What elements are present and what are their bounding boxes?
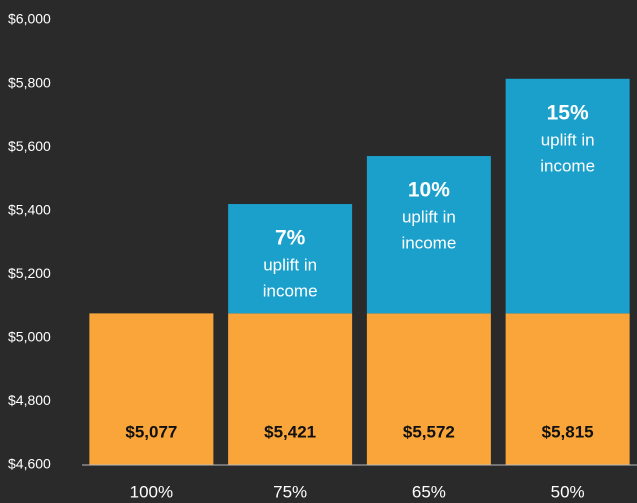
x-tick-label: 50%: [551, 482, 585, 501]
uplift-text: uplift in: [402, 208, 456, 227]
y-tick-label: $4,600: [8, 456, 51, 472]
value-label: $5,077: [125, 422, 177, 441]
value-label: $5,815: [542, 422, 594, 441]
bar-segment: [366, 313, 491, 465]
bar-segment: [228, 204, 353, 314]
bar-segment: [505, 78, 630, 314]
y-tick-label: $5,800: [8, 74, 51, 90]
y-tick-label: $4,800: [8, 392, 51, 408]
uplift-percent: 7%: [275, 227, 306, 250]
bar-segment: [89, 313, 214, 465]
uplift-text: income: [263, 282, 318, 301]
uplift-text: uplift in: [541, 130, 595, 149]
uplift-text: income: [540, 156, 595, 175]
y-tick-label: $5,400: [8, 201, 51, 217]
uplift-text: uplift in: [263, 256, 317, 275]
x-tick-label: 65%: [412, 482, 446, 501]
uplift-percent: 10%: [408, 179, 450, 202]
y-tick-label: $5,000: [8, 329, 51, 345]
x-tick-label: 100%: [130, 482, 173, 501]
y-tick-label: $5,200: [8, 265, 51, 281]
bar-segment: [505, 313, 630, 465]
x-tick-label: 75%: [273, 482, 307, 501]
value-label: $5,572: [403, 422, 455, 441]
uplift-percent: 15%: [547, 101, 589, 124]
y-tick-label: $6,000: [8, 11, 51, 27]
bar-segment: [366, 156, 491, 314]
y-tick-label: $5,600: [8, 138, 51, 154]
bar-segment: [228, 313, 353, 465]
value-label: $5,421: [264, 422, 316, 441]
uplift-text: income: [401, 234, 456, 253]
